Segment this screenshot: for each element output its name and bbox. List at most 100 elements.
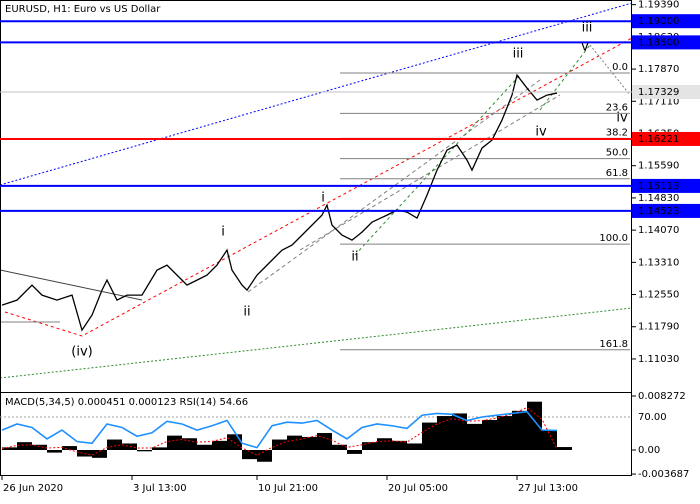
- level-box: [632, 131, 700, 146]
- rsi-line: [1, 410, 558, 449]
- macd-bar: [272, 439, 287, 450]
- level-label: 1.19000: [638, 16, 679, 27]
- y-tick-label: 0.008272: [638, 391, 686, 402]
- chart-title: EURUSD, H1: Euro vs US Dollar: [5, 4, 161, 15]
- macd-bar: [542, 430, 557, 450]
- macd-bar: [2, 447, 17, 450]
- macd-bar: [407, 443, 422, 450]
- macd-bar: [482, 419, 497, 450]
- x-tick-label: 26 Jun 2020: [3, 483, 63, 494]
- indicator-title: MACD(5,34,5) 0.000451 0.000123 RSI(14) 5…: [5, 397, 248, 408]
- macd-bar: [47, 449, 62, 453]
- level-box: [632, 178, 700, 193]
- macd-bar: [152, 447, 167, 450]
- wave-label: v: [581, 40, 589, 55]
- wave-label: ii: [351, 250, 358, 265]
- macd-bar: [122, 443, 137, 450]
- level-box: [632, 14, 700, 29]
- trend-line: [0, 269, 143, 301]
- macd-bar: [557, 447, 572, 450]
- macd-bar: [137, 449, 152, 452]
- y-tick-label: 1.17110: [638, 96, 679, 107]
- x-tick-label: 10 Jul 21:00: [258, 483, 318, 494]
- macd-bar: [287, 435, 302, 450]
- level-label: 1.16221: [638, 134, 679, 145]
- macd-bar: [107, 439, 122, 450]
- macd-bar: [317, 433, 332, 450]
- macd-bar: [17, 442, 32, 450]
- level-label: 1.14523: [638, 206, 679, 217]
- macd-bar: [497, 416, 512, 450]
- macd-bar: [527, 401, 542, 450]
- x-tick-label: 3 Jul 13:00: [133, 483, 187, 494]
- y2-tick-label: 70.00: [638, 412, 667, 423]
- fibo-label: 100.0: [599, 233, 628, 244]
- fibo-label: 38.2: [606, 127, 628, 138]
- trend-line: [299, 94, 561, 251]
- macd-bar: [92, 449, 107, 458]
- y-tick-label: 1.11790: [638, 322, 679, 333]
- y-tick-label: 0.00: [638, 445, 660, 456]
- x-tick-label: 20 Jul 05:00: [388, 483, 448, 494]
- wave-label: ii: [243, 305, 250, 320]
- macd-bar: [182, 438, 197, 450]
- macd-bar: [347, 449, 362, 454]
- macd-bar: [212, 440, 227, 450]
- wave-label: i: [221, 225, 225, 240]
- macd-bar: [302, 436, 317, 450]
- level-box: [632, 203, 700, 218]
- x-tick-label: 27 Jul 13:00: [518, 483, 578, 494]
- macd-bar: [227, 434, 242, 450]
- macd-bar: [242, 449, 257, 460]
- trend-line: [0, 307, 633, 379]
- y-tick-label: -0.003687: [638, 469, 689, 480]
- y-tick-label: 1.11030: [638, 354, 679, 365]
- macd-bar: [512, 410, 527, 450]
- macd-bar: [257, 449, 272, 462]
- wave-label: iv: [616, 111, 628, 126]
- macd-bar: [437, 416, 452, 450]
- fibo-label: 50.0: [606, 148, 628, 159]
- wave-label: iii: [582, 21, 593, 36]
- wave-label: i: [321, 191, 325, 206]
- price-line: [1, 73, 558, 332]
- trend-line: [354, 74, 521, 256]
- plot-frame: [0, 0, 632, 476]
- level-label: 1.15113: [638, 181, 679, 192]
- macd-bar: [197, 444, 212, 450]
- macd-bar: [422, 422, 437, 450]
- fibo-label: 61.8: [606, 168, 628, 179]
- wave-label: iii: [513, 47, 524, 62]
- y-tick-label: 1.13310: [638, 257, 679, 268]
- y-tick-label: 1.14070: [638, 225, 679, 236]
- macd-bar: [32, 444, 47, 450]
- macd-bar: [377, 438, 392, 450]
- y-tick-label: 1.17870: [638, 64, 679, 75]
- macd-bar: [62, 446, 77, 450]
- current-price-box: [632, 85, 700, 100]
- trend-line: [0, 2, 633, 186]
- wave-label: iv: [535, 125, 547, 140]
- macd-bar: [362, 442, 377, 450]
- y-tick-label: 1.15590: [638, 161, 679, 172]
- level-box: [632, 35, 700, 50]
- trend-line: [4, 37, 633, 337]
- macd-bar: [392, 440, 407, 450]
- trend-line: [589, 44, 631, 96]
- level-label: 1.18500: [638, 37, 679, 48]
- y-tick-label: 1.14830: [638, 193, 679, 204]
- y-tick-label: 1.12550: [638, 290, 679, 301]
- macd-bar: [167, 435, 182, 450]
- fibo-label: 0.0: [612, 62, 628, 73]
- y-tick-label: 1.19390: [638, 0, 679, 11]
- wave-label: (iv): [71, 345, 92, 360]
- fibo-label: 23.6: [606, 102, 628, 113]
- macd-bar: [332, 444, 347, 450]
- current-price-label: 1.17329: [638, 87, 679, 98]
- macd-bar: [467, 423, 482, 450]
- trend-line: [539, 44, 591, 111]
- fibo-label: 161.8: [599, 339, 628, 350]
